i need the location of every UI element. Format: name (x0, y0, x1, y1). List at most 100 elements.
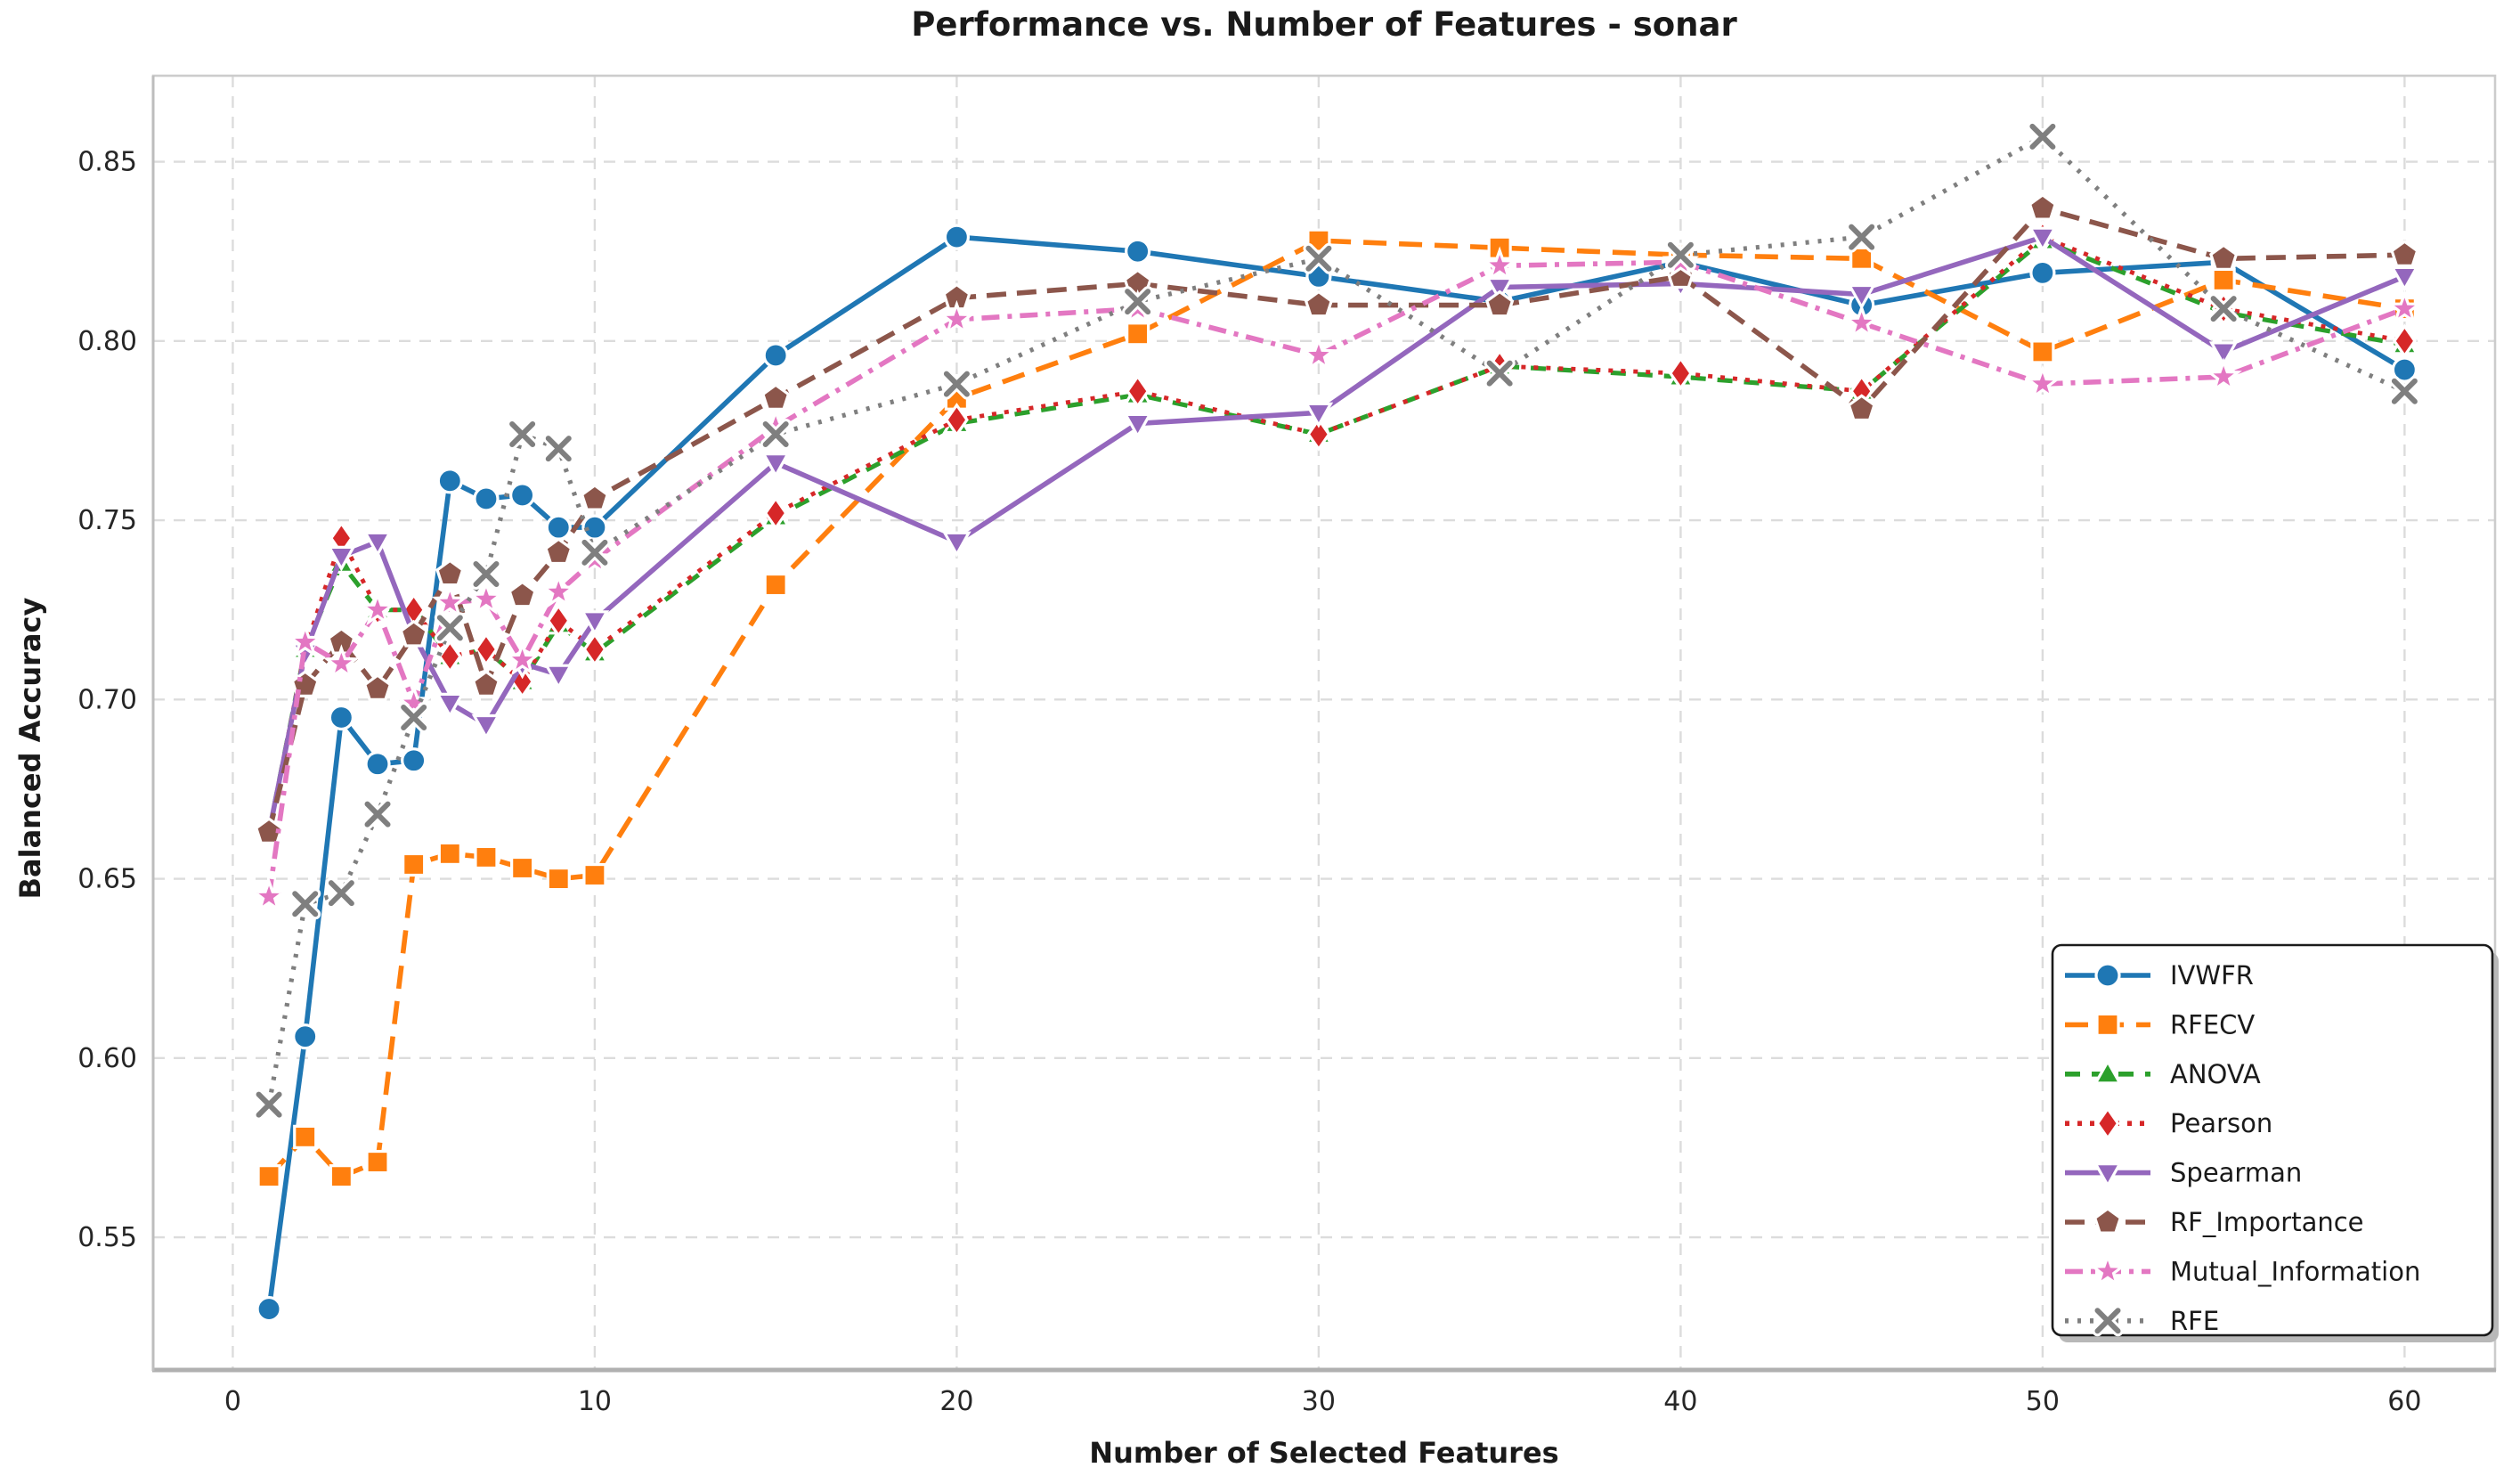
Spearman-marker-3 (327, 545, 356, 572)
line-Spearman (266, 234, 2406, 833)
legend-item-Mutual_Information: Mutual_Information (2065, 1252, 2420, 1288)
legend-label-Pearson: Pearson (2170, 1108, 2272, 1138)
Spearman-marker-9 (544, 664, 573, 690)
legend-marker-ANOVA (2093, 1058, 2123, 1085)
RF_Importance-marker-50 (2028, 192, 2058, 221)
Mutual_Information-marker-9 (540, 572, 577, 608)
RFECV-marker-25 (1126, 322, 1150, 347)
Pearson-marker-40 (1668, 355, 1693, 391)
Spearman-marker-6 (435, 692, 465, 719)
RFECV-marker-9 (546, 866, 571, 892)
legend-item-RFE: RFE (2065, 1305, 2219, 1337)
Spearman-marker-20 (942, 531, 971, 558)
RF_Importance-marker-60 (2390, 240, 2419, 267)
Pearson-marker-7 (474, 632, 499, 667)
RF_Importance-marker-4 (362, 673, 393, 702)
RFE-marker-1 (256, 1091, 282, 1118)
legend-marker-RF_Importance (2093, 1207, 2123, 1235)
RFECV-marker-7 (474, 844, 499, 870)
RFE-marker-35 (1486, 360, 1513, 387)
IVWFR-marker-25 (1125, 238, 1151, 265)
RFE-marker-6 (436, 615, 463, 641)
Mutual_Information-marker-60 (2386, 289, 2424, 325)
x-axis-label: Number of Selected Features (1089, 1436, 1559, 1470)
IVWFR-marker-3 (328, 704, 354, 731)
RFE-marker-8 (509, 420, 536, 447)
RF_Importance-marker-5 (399, 619, 428, 648)
RFECV-marker-15 (763, 572, 788, 598)
Spearman-marker-30 (1304, 402, 1334, 428)
RFECV-marker-55 (2211, 267, 2236, 293)
x-tick-label-50: 50 (2026, 1386, 2060, 1417)
legend-item-ANOVA: ANOVA (2065, 1058, 2261, 1089)
legend-label-ANOVA: ANOVA (2170, 1059, 2261, 1089)
legend-marker-Pearson (2095, 1105, 2120, 1141)
Pearson-marker-30 (1306, 417, 1331, 452)
y-tick-label-0.80: 0.80 (77, 326, 137, 357)
RF_Importance-marker-1 (254, 817, 284, 845)
Spearman-marker-35 (1484, 276, 1515, 303)
Spearman-marker-45 (1847, 283, 1876, 310)
Spearman-marker-10 (580, 610, 610, 637)
RF_Importance-marker-8 (508, 580, 537, 608)
legend-marker-Spearman (2093, 1162, 2123, 1188)
legend-label-RFE: RFE (2170, 1306, 2219, 1336)
line-RFECV (267, 238, 2405, 1179)
x-tick-label-60: 60 (2387, 1386, 2421, 1417)
legend-item-Spearman: Spearman (2065, 1158, 2302, 1188)
legend-marker-IVWFR (2094, 962, 2121, 989)
x-tick-label-30: 30 (1302, 1386, 1336, 1417)
RFECV-marker-8 (510, 855, 535, 881)
legend-item-Pearson: Pearson (2065, 1105, 2272, 1141)
RFECV-marker-2 (293, 1124, 318, 1149)
RFE-marker-60 (2391, 378, 2418, 404)
RFE-marker-25 (1125, 289, 1151, 315)
RFE-marker-30 (1305, 245, 1332, 272)
RFECV-marker-50 (2030, 339, 2055, 364)
Spearman-marker-55 (2208, 341, 2239, 368)
Mutual_Information-marker-3 (322, 644, 361, 680)
Mutual_Information-marker-8 (503, 640, 541, 676)
x-tick-label-10: 10 (578, 1386, 612, 1417)
y-tick-label-0.70: 0.70 (77, 684, 137, 715)
legend-item-RF_Importance: RF_Importance (2065, 1207, 2364, 1237)
Spearman-marker-60 (2390, 265, 2419, 292)
RFE-marker-40 (1667, 241, 1694, 268)
IVWFR-marker-20 (943, 224, 971, 250)
RFE-marker-9 (545, 436, 572, 462)
y-tick-label-0.55: 0.55 (77, 1222, 137, 1253)
legend-marker-Mutual_Information (2089, 1252, 2126, 1288)
legend-label-RFECV: RFECV (2170, 1009, 2255, 1040)
legend-item-RFECV: RFECV (2065, 1009, 2255, 1040)
IVWFR-marker-4 (364, 751, 391, 778)
legend-marker-RFECV (2095, 1012, 2120, 1038)
IVWFR-marker-15 (762, 342, 789, 369)
RFE-marker-50 (2029, 123, 2056, 150)
RF_Importance-marker-55 (2208, 243, 2239, 272)
line-Mutual_Information (266, 259, 2406, 898)
RFE-marker-45 (1849, 224, 1875, 250)
RFE-marker-5 (401, 704, 427, 730)
legend-item-IVWFR: IVWFR (2065, 960, 2254, 991)
Mutual_Information-marker-20 (938, 299, 976, 336)
RFE-marker-7 (473, 560, 500, 587)
y-tick-label-0.75: 0.75 (77, 505, 137, 536)
IVWFR-marker-5 (401, 747, 427, 774)
RFE-marker-10 (581, 539, 608, 566)
legend-label-IVWFR: IVWFR (2170, 960, 2254, 991)
RFECV-marker-6 (437, 841, 462, 867)
Pearson-marker-20 (944, 403, 969, 437)
x-tick-label-20: 20 (939, 1386, 973, 1417)
RFE-marker-2 (292, 891, 319, 917)
Spearman-marker-25 (1123, 412, 1152, 439)
Mutual_Information-marker-30 (1300, 336, 1337, 371)
IVWFR-marker-2 (292, 1023, 319, 1050)
RFECV-marker-10 (582, 862, 607, 888)
axis-layer: 0 10 20 30 40 50 60 0.55 0.60 0.65 0.70 0.75 0.80 0.8… (77, 74, 2497, 1417)
Spearman-marker-4 (362, 531, 393, 558)
Pearson-marker-6 (437, 639, 462, 674)
IVWFR-marker-7 (473, 485, 500, 512)
y-axis-label: Balanced Accuracy (13, 597, 47, 900)
Mutual_Information-marker-5 (394, 683, 433, 719)
RFECV-marker-4 (365, 1149, 390, 1175)
